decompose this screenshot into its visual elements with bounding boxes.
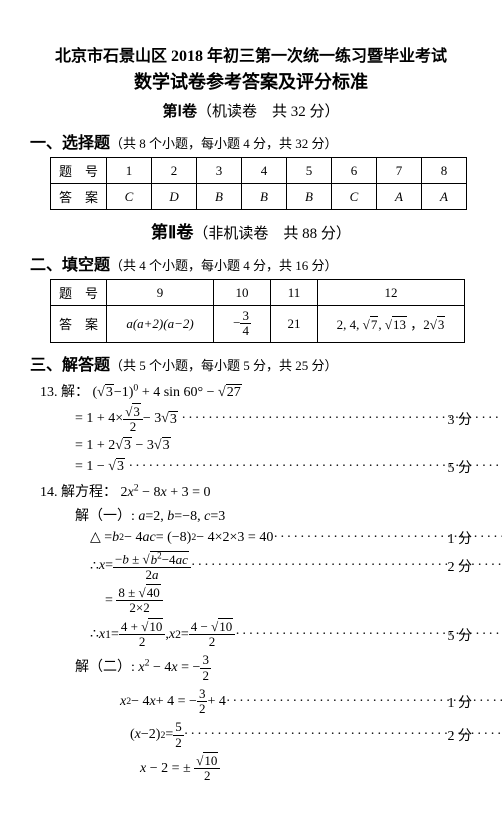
table-row: 题 号 9 10 11 12 [51,280,465,306]
part2-label: 第Ⅱ卷（非机读卷 共 88 分） [30,218,472,243]
section3-heading: 三、解答题（共 5 个小题，每小题 5 分，共 25 分） [30,351,472,375]
q14-sub1: 解（一）: a=2, b=−8, c=3 [75,505,472,525]
table-row: 题 号 1 2 3 4 5 6 7 8 [51,158,467,184]
section1-heading: 一、选择题（共 8 个小题，每小题 4 分，共 32 分） [30,129,472,153]
cell-a12: 2, 4, √7, √13 ，2√3 [318,306,465,343]
part1-label: 第Ⅰ卷（机读卷 共 32 分） [30,100,472,121]
q14-s1-2: ∴ x = −b ± √b2−4ac2a ···················… [90,550,472,582]
q13-step3: = 1 − √3 ·······························… [75,458,472,475]
q14-s2-3: x − 2 = ± √102 [140,754,472,784]
q13-step1: = 1 + 4×√32 − 3√3 ······················… [75,405,472,435]
row-header: 答 案 [51,184,107,210]
q14-s1-4: ∴ x1 = 4 + √102 , x2 = 4 − √102 ········… [90,620,472,650]
question-14: 14. 解方程： 2x2 − 8x + 3 = 0 [40,481,472,501]
table-row: 答 案 a(a+2)(a−2) −34 21 2, 4, √7, √13 ，2√… [51,306,465,343]
page-header: 北京市石景山区 2018 年初三第一次统一练习暨毕业考试 数学试卷参考答案及评分… [30,42,472,121]
q14-s1-3: = 8 ± √402×2 [105,586,472,616]
choice-table: 题 号 1 2 3 4 5 6 7 8 答 案 C D B B B C A A [50,157,467,210]
q14-s1-1: △ = b2 − 4ac = (−8)2 − 4×2×3 = 40 ······… [90,529,472,546]
row-header: 答 案 [51,306,107,343]
section2-heading: 二、填空题（共 4 个小题，每小题 4 分，共 16 分） [30,251,472,275]
row-header: 题 号 [51,158,107,184]
table-row: 答 案 C D B B B C A A [51,184,467,210]
fill-table: 题 号 9 10 11 12 答 案 a(a+2)(a−2) −34 21 2,… [50,279,465,343]
title-line2: 数学试卷参考答案及评分标准 [30,68,472,94]
cell-a10: −34 [214,306,271,343]
question-13: 13. 解： (√3−1)0 + 4 sin 60° − √27 [40,381,472,401]
title-line1: 北京市石景山区 2018 年初三第一次统一练习暨毕业考试 [30,42,472,66]
q14-s2-2: (x−2)2 = 52 ····························… [130,720,472,750]
q13-step2: = 1 + 2√3 − 3√3 [75,438,472,454]
row-header: 题 号 [51,280,107,306]
q14-s2-1: x2 − 4x + 4 = −32 + 4 ··················… [120,687,472,717]
q14-sub2: 解（二）: x2 − 4x = −32 [75,653,472,683]
